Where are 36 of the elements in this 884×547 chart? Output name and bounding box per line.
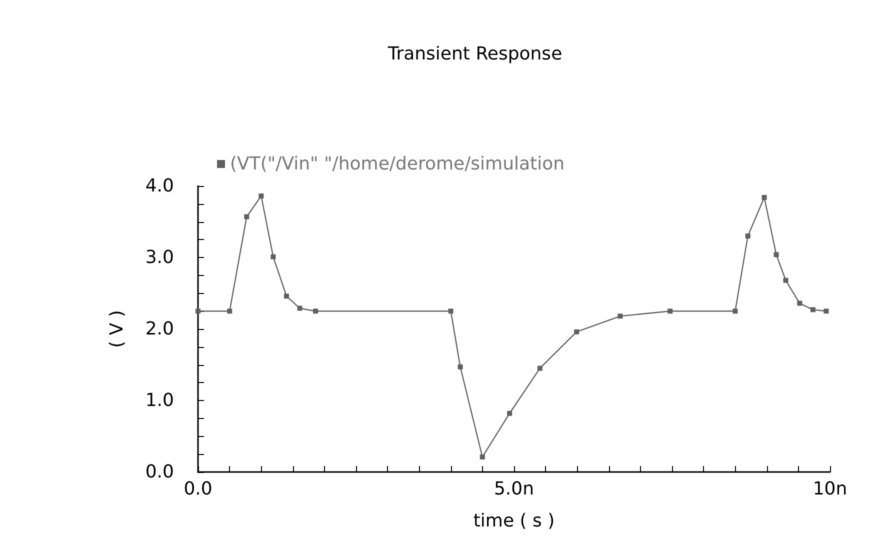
point xyxy=(618,314,623,319)
y-axis-title: ( V ) xyxy=(106,310,128,348)
x-tick-label: 10n xyxy=(812,478,848,500)
point xyxy=(762,194,767,200)
point xyxy=(227,308,232,314)
legend-label: (VT("/Vin" "/home/derome/simulation xyxy=(230,154,564,174)
point xyxy=(537,366,542,371)
point xyxy=(297,306,302,311)
point xyxy=(783,278,788,283)
point xyxy=(313,308,318,314)
y-tick-label: 1.0 xyxy=(145,390,174,411)
x-axis-title: time ( s ) xyxy=(473,510,555,532)
x-tick-label: 0.0 xyxy=(184,478,212,500)
chart-title: Transient Response xyxy=(386,44,562,64)
y-tick-label: 0.0 xyxy=(145,462,174,482)
point xyxy=(448,308,454,314)
point xyxy=(810,307,816,312)
point xyxy=(258,194,264,199)
point xyxy=(458,364,463,370)
point xyxy=(507,410,512,416)
point xyxy=(745,234,750,239)
point xyxy=(284,294,289,299)
point xyxy=(668,308,673,314)
x-tick-label: 5.0n xyxy=(494,478,534,500)
y-tick-label: 3.0 xyxy=(145,247,174,268)
point xyxy=(732,308,738,314)
y-tick-label: 2.0 xyxy=(145,318,174,340)
point xyxy=(270,254,276,260)
point xyxy=(774,252,779,258)
point xyxy=(480,454,485,460)
point xyxy=(574,329,580,334)
point xyxy=(797,300,802,306)
point xyxy=(244,214,250,220)
y-tick-label: 4.0 xyxy=(145,176,174,196)
point xyxy=(824,308,829,314)
point xyxy=(196,308,200,314)
